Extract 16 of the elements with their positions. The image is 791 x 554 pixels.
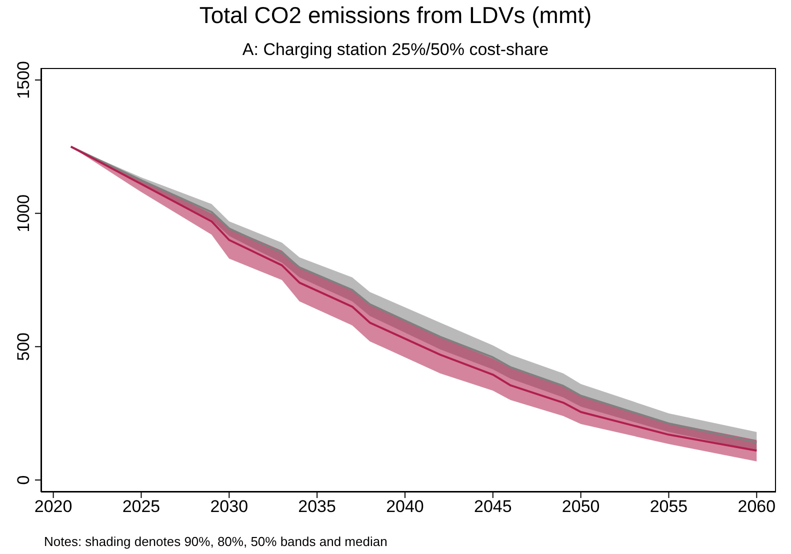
text: Notes: shading denotes 90%, 80%, 50% bands and median xyxy=(44,534,388,549)
x-tick-label: 2020 xyxy=(34,497,72,516)
chart-title: Total CO2 emissions from LDVs (mmt) xyxy=(198,2,593,29)
x-tick-label: 2040 xyxy=(386,497,424,516)
y-tick-label: 500 xyxy=(14,332,33,361)
x-tick-label: 2045 xyxy=(474,497,512,516)
y-tick-label: 1500 xyxy=(14,61,33,99)
x-tick-label: 2060 xyxy=(738,497,776,516)
y-tick-label: 1000 xyxy=(14,194,33,232)
x-tick-label: 2050 xyxy=(562,497,600,516)
x-tick-label: 2025 xyxy=(122,497,160,516)
chart-subtitle: A: Charging station 25%/50% cost-share xyxy=(241,40,550,60)
x-tick-label: 2030 xyxy=(210,497,248,516)
x-tick-label: 2035 xyxy=(298,497,336,516)
y-tick-label: 0 xyxy=(14,475,33,485)
x-tick-label: 2055 xyxy=(650,497,688,516)
